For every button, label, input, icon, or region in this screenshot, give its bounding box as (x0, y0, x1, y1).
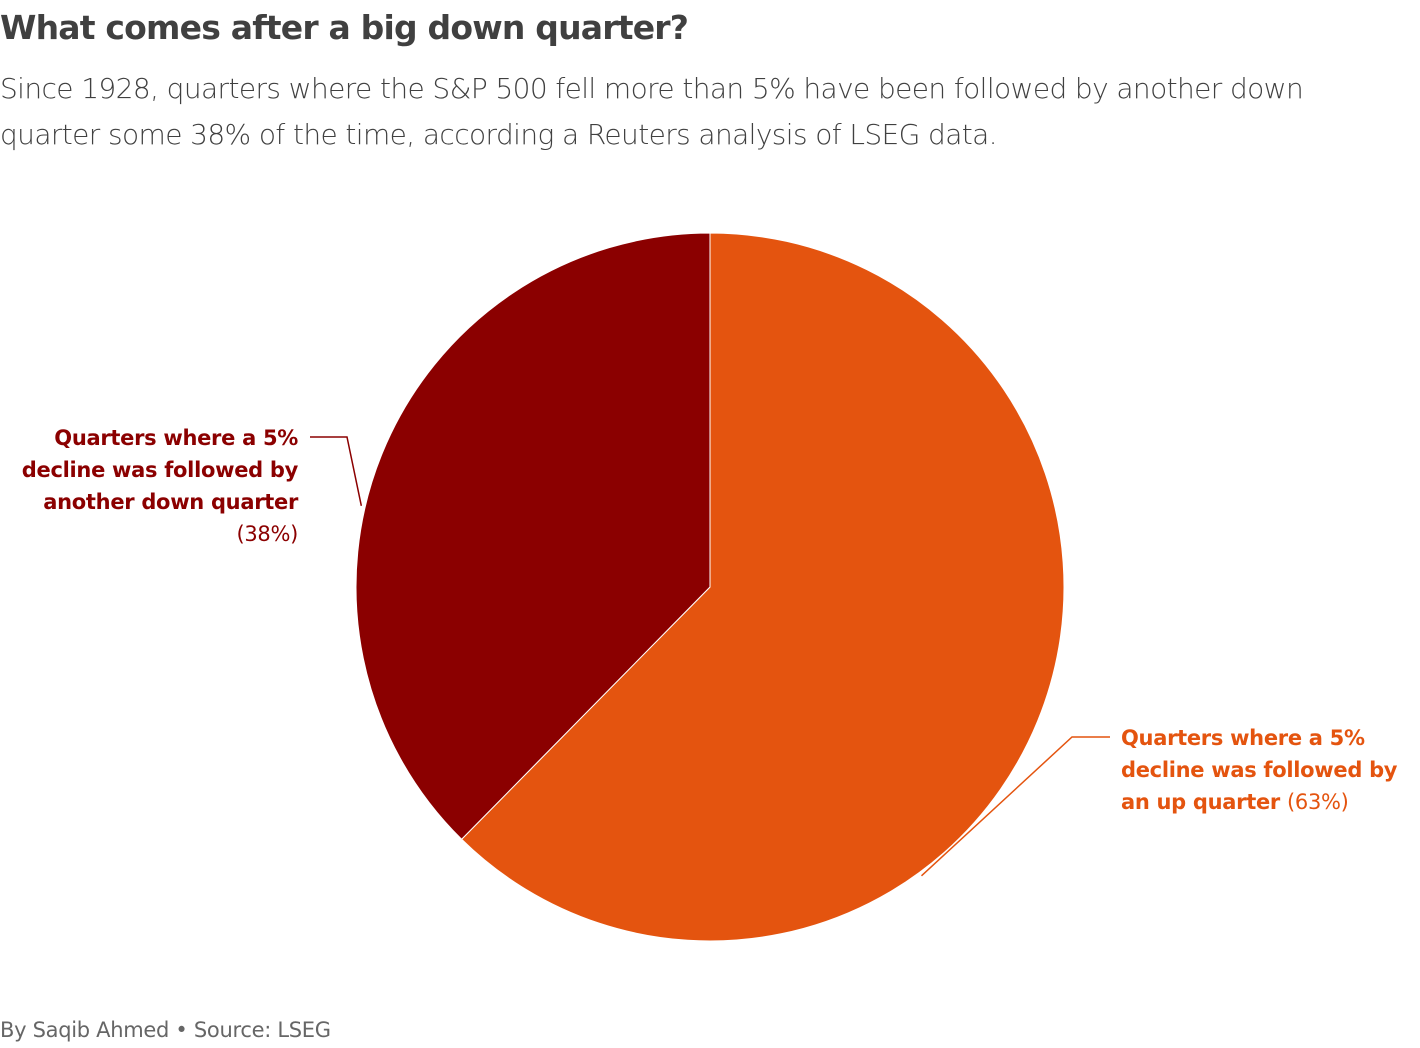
slice-label-down-line-1: Quarters where a 5% (54, 426, 298, 450)
slice-label-down-quarter: Quarters where a 5% decline was followed… (21, 422, 299, 550)
slice-label-up-line-3: an up quarter (1121, 790, 1280, 814)
subtitle-line-1: Since 1928, quarters where the S&P 500 f… (0, 72, 1304, 105)
footer-credit: By Saqib Ahmed • Source: LSEG (0, 1018, 331, 1042)
pie-slices (355, 232, 1065, 942)
leader-lines (310, 436, 1110, 877)
leader-line-up (920, 736, 1110, 877)
slice-label-down-line-3: another down quarter (43, 490, 298, 514)
chart-title: What comes after a big down quarter? (0, 8, 689, 47)
leader-line-down (310, 436, 363, 506)
subtitle-line-2: quarter some 38% of the time, according … (0, 118, 998, 151)
slice-value-up: (63%) (1287, 790, 1349, 814)
slice-label-down-line-2: decline was followed by (21, 458, 299, 482)
slice-label-up-line-1: Quarters where a 5% (1121, 726, 1365, 750)
slice-label-up-line-2: decline was followed by (1121, 758, 1398, 782)
pie-slice-down-quarter (355, 232, 711, 840)
chart-subtitle: Since 1928, quarters where the S&P 500 f… (0, 66, 1420, 158)
slice-value-down: (38%) (236, 522, 298, 546)
slice-label-up-quarter: Quarters where a 5% decline was followed… (1121, 722, 1398, 818)
pie-slice-up-quarter (460, 232, 1065, 942)
